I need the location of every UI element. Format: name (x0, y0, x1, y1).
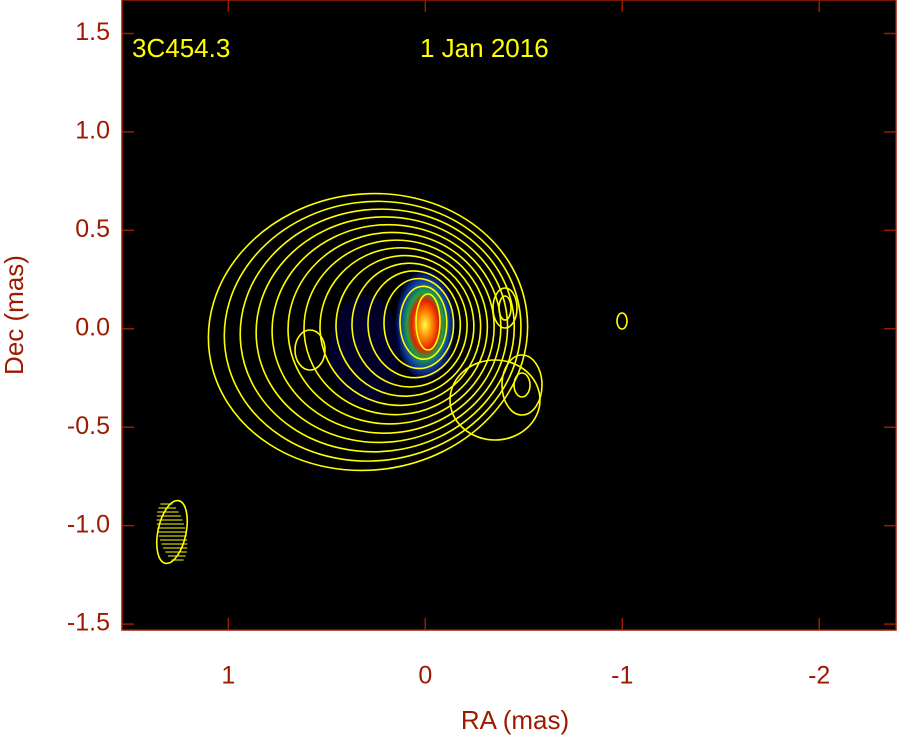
x-tick-label: 1 (221, 662, 235, 690)
y-tick-label: 0.0 (75, 313, 110, 341)
plot-frame (121, 0, 897, 631)
x-tick-label: 0 (418, 662, 432, 690)
date: 1 Jan 2016 (420, 33, 549, 63)
contour (287, 231, 495, 425)
contour (335, 254, 475, 397)
source-name: 3C454.3 (132, 33, 230, 63)
y-tick-label: 1.0 (75, 117, 110, 145)
contour (616, 312, 628, 330)
contour (351, 262, 468, 388)
contour (207, 192, 529, 472)
y-tick-label: -0.5 (67, 412, 110, 440)
contour (294, 329, 326, 371)
contour (513, 372, 531, 398)
contour (255, 216, 509, 444)
y-axis-label: Dec (mas) (0, 255, 29, 375)
y-tick-label: 1.5 (75, 18, 110, 46)
x-tick-label: -2 (808, 662, 830, 690)
contour (399, 285, 448, 361)
contours (155, 192, 628, 565)
contour (449, 359, 541, 441)
plot-area (122, 0, 896, 630)
contour (367, 270, 462, 379)
y-tick-label: -1.0 (67, 510, 110, 538)
y-tick-label: 0.5 (75, 215, 110, 243)
contour (319, 247, 482, 407)
jet-emission (330, 295, 400, 405)
contour (501, 354, 543, 416)
contour (498, 295, 512, 321)
beam (155, 499, 189, 565)
contour (239, 208, 516, 453)
x-tick-label: -1 (611, 662, 633, 690)
contour (383, 277, 455, 370)
contour (223, 200, 522, 462)
contour (303, 239, 489, 416)
contour (415, 293, 441, 351)
contour (271, 223, 502, 434)
y-tick-label: -1.5 (67, 609, 110, 637)
contour (492, 287, 518, 329)
x-axis-label: RA (mas) (461, 705, 569, 735)
